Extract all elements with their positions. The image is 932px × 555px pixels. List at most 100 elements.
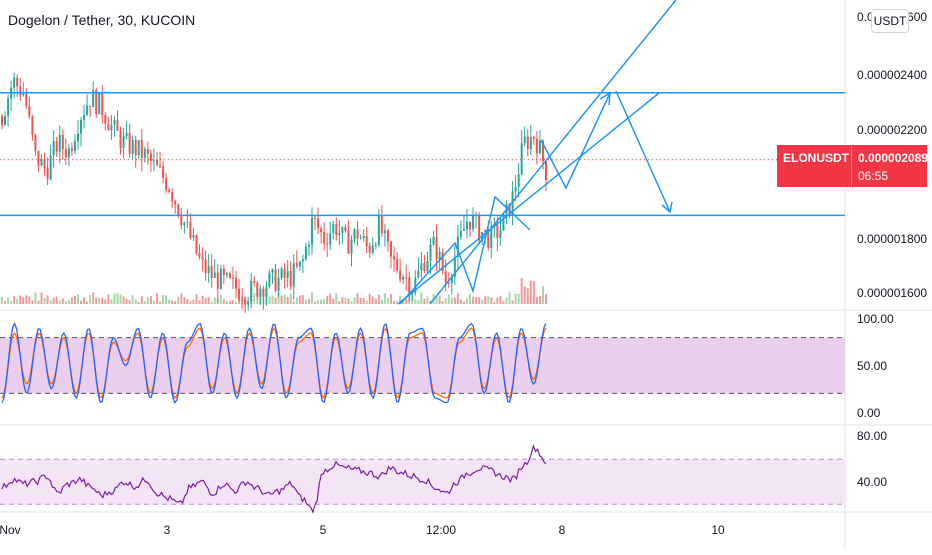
candle-body [140, 140, 143, 158]
candle-body [180, 215, 183, 226]
volume-bar [359, 297, 362, 304]
volume-bar [125, 298, 128, 304]
volume-bar [198, 300, 201, 304]
candle-body [183, 222, 186, 226]
volume-bar [511, 300, 514, 304]
rsi-line [1, 444, 547, 514]
candle-body [496, 224, 499, 238]
volume-bar [1, 297, 3, 304]
time-tick-label: 12:00 [426, 523, 456, 537]
volume-bar [493, 301, 496, 304]
candle-body [320, 228, 323, 232]
candle-body [453, 256, 456, 278]
volume-bar [365, 300, 368, 304]
volume-bar [514, 293, 517, 304]
candle-body [253, 280, 256, 283]
candle-body [329, 233, 332, 245]
volume-bar [128, 299, 131, 304]
volume-bar [46, 295, 49, 304]
volume-bar [283, 294, 286, 304]
candle-body [98, 92, 101, 114]
candle-body [514, 186, 517, 192]
volume-bar [183, 297, 186, 304]
candle-body [383, 230, 386, 234]
volume-bar [314, 301, 317, 304]
candle-body [155, 159, 158, 166]
volume-bar [76, 294, 79, 304]
volume-bar [426, 296, 429, 304]
volume-bar [344, 297, 347, 304]
candle-body [146, 149, 149, 154]
candle-body [116, 120, 119, 131]
candle-body [37, 150, 40, 166]
candle-body [456, 236, 459, 257]
candle-body [462, 229, 465, 231]
candle-body [143, 149, 146, 158]
volume-bar [92, 292, 95, 304]
volume-bar [274, 297, 277, 304]
candle-body [128, 132, 131, 154]
volume-bar [307, 298, 310, 304]
volume-bar [396, 300, 399, 304]
candle-body [165, 178, 168, 190]
candle-body [420, 263, 423, 271]
candle-body [344, 226, 347, 232]
volume-bar [98, 297, 101, 304]
candle-body [262, 288, 265, 297]
candle-body [125, 132, 128, 137]
candle-body [371, 245, 374, 253]
candle-body [162, 166, 165, 179]
candle-body [545, 161, 547, 181]
candle-body [402, 277, 405, 280]
candle-body [408, 277, 411, 295]
candle-body [435, 236, 438, 260]
volume-bar [113, 293, 116, 304]
volume-bar [386, 298, 389, 304]
currency-button[interactable]: USDT [871, 9, 909, 33]
candle-body [49, 155, 52, 180]
candle-body [365, 235, 368, 246]
volume-bar [484, 296, 487, 304]
volume-bar [535, 297, 538, 304]
candle-body [490, 225, 493, 248]
candle-body [341, 226, 344, 233]
time-tick-label: 10 [711, 523, 725, 537]
volume-bar [195, 294, 198, 304]
candle-body [304, 246, 307, 260]
volume-bar [235, 301, 238, 304]
volume-bar [268, 296, 271, 304]
candle-body [110, 124, 113, 131]
volume-bar [189, 301, 192, 304]
candle-body [52, 141, 55, 156]
candle-body [377, 214, 380, 245]
candle-body [207, 266, 210, 274]
volume-bar [526, 288, 529, 304]
candle-body [168, 189, 171, 192]
candle-body [43, 158, 46, 169]
candle-body [326, 243, 329, 245]
candle-body [73, 141, 76, 151]
volume-bar [323, 298, 326, 304]
volume-bar [417, 300, 420, 304]
volume-bar [377, 294, 380, 304]
candle-body [459, 230, 462, 237]
volume-bar [162, 294, 165, 304]
volume-bar [146, 297, 149, 304]
rsi-tick-label: 40.00 [857, 475, 887, 489]
volume-bar [207, 297, 210, 304]
volume-bar [22, 297, 25, 304]
candle-body [292, 263, 295, 287]
candle-body [228, 273, 231, 278]
volume-bar [532, 281, 535, 304]
candle-body [511, 191, 514, 216]
volume-bar [465, 298, 468, 304]
candle-body [265, 286, 268, 297]
candle-body [101, 92, 104, 116]
candle-body [441, 252, 444, 272]
candle-body [259, 288, 262, 297]
candle-body [4, 115, 7, 125]
candle-body [235, 278, 238, 289]
volume-bar [390, 293, 393, 304]
